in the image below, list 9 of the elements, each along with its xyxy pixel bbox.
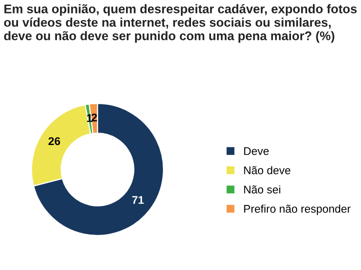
legend-label: Não sei [244, 185, 280, 194]
legend-label: Deve [244, 147, 269, 156]
data-label: 26 [48, 137, 60, 146]
data-label: 71 [132, 196, 144, 204]
chart-title: Em sua opinião, quem desrespeitar cadáver, expondo fotos ou vídeos deste na internet, redes sociais ou similares, deve ou não deve ser punido com uma pena maior? (%) [4, 4, 357, 43]
legend-label: Prefiro não responder [244, 204, 351, 215]
legend-label: Não deve [244, 166, 290, 174]
data-label: 2 [92, 114, 97, 122]
donut-slice [33, 102, 164, 236]
